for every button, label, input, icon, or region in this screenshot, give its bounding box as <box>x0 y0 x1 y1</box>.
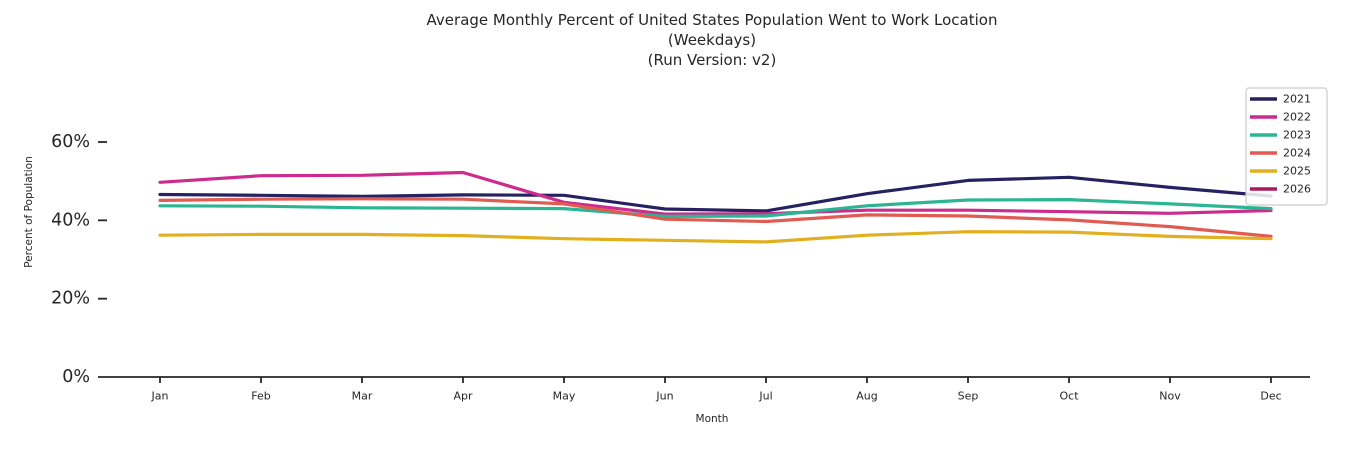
x-tick-label-aug: Aug <box>856 390 877 403</box>
chart-title-line-3: (Run Version: v2) <box>648 51 777 69</box>
x-tick-label-apr: Apr <box>453 390 473 403</box>
x-tick-label-jul: Jul <box>758 390 772 403</box>
x-tick-label-jan: Jan <box>151 390 169 403</box>
x-tick-label-feb: Feb <box>251 390 270 403</box>
legend-label-2024: 2024 <box>1283 147 1311 160</box>
series-line-2021 <box>158 175 1273 213</box>
y-tick-label: 60% <box>51 132 90 152</box>
legend-label-2025: 2025 <box>1283 165 1311 178</box>
chart-title-line-2: (Weekdays) <box>668 31 756 49</box>
x-tick-label-sep: Sep <box>958 390 979 403</box>
x-axis-label: Month <box>696 413 729 425</box>
legend-label-2026: 2026 <box>1283 183 1311 196</box>
legend-label-2021: 2021 <box>1283 93 1311 106</box>
legend-label-2023: 2023 <box>1283 129 1311 142</box>
y-axis-label: Percent of Population <box>23 156 35 267</box>
x-tick-label-dec: Dec <box>1260 390 1281 403</box>
chart-title-line-1: Average Monthly Percent of United States… <box>427 11 998 29</box>
series-line-2024 <box>158 197 1273 238</box>
y-tick-label: 0% <box>62 367 90 387</box>
legend-label-2022: 2022 <box>1283 111 1311 124</box>
x-tick-label-may: May <box>553 390 576 403</box>
x-tick-label-nov: Nov <box>1159 390 1181 403</box>
y-tick-label: 40% <box>51 210 90 230</box>
series-line-2023 <box>158 198 1273 218</box>
y-tick-label: 20% <box>51 289 90 309</box>
series-line-2022 <box>158 170 1273 216</box>
x-tick-label-jun: Jun <box>655 390 673 403</box>
x-tick-label-mar: Mar <box>352 390 373 403</box>
series-line-2025 <box>158 230 1273 244</box>
x-tick-label-oct: Oct <box>1059 390 1079 403</box>
